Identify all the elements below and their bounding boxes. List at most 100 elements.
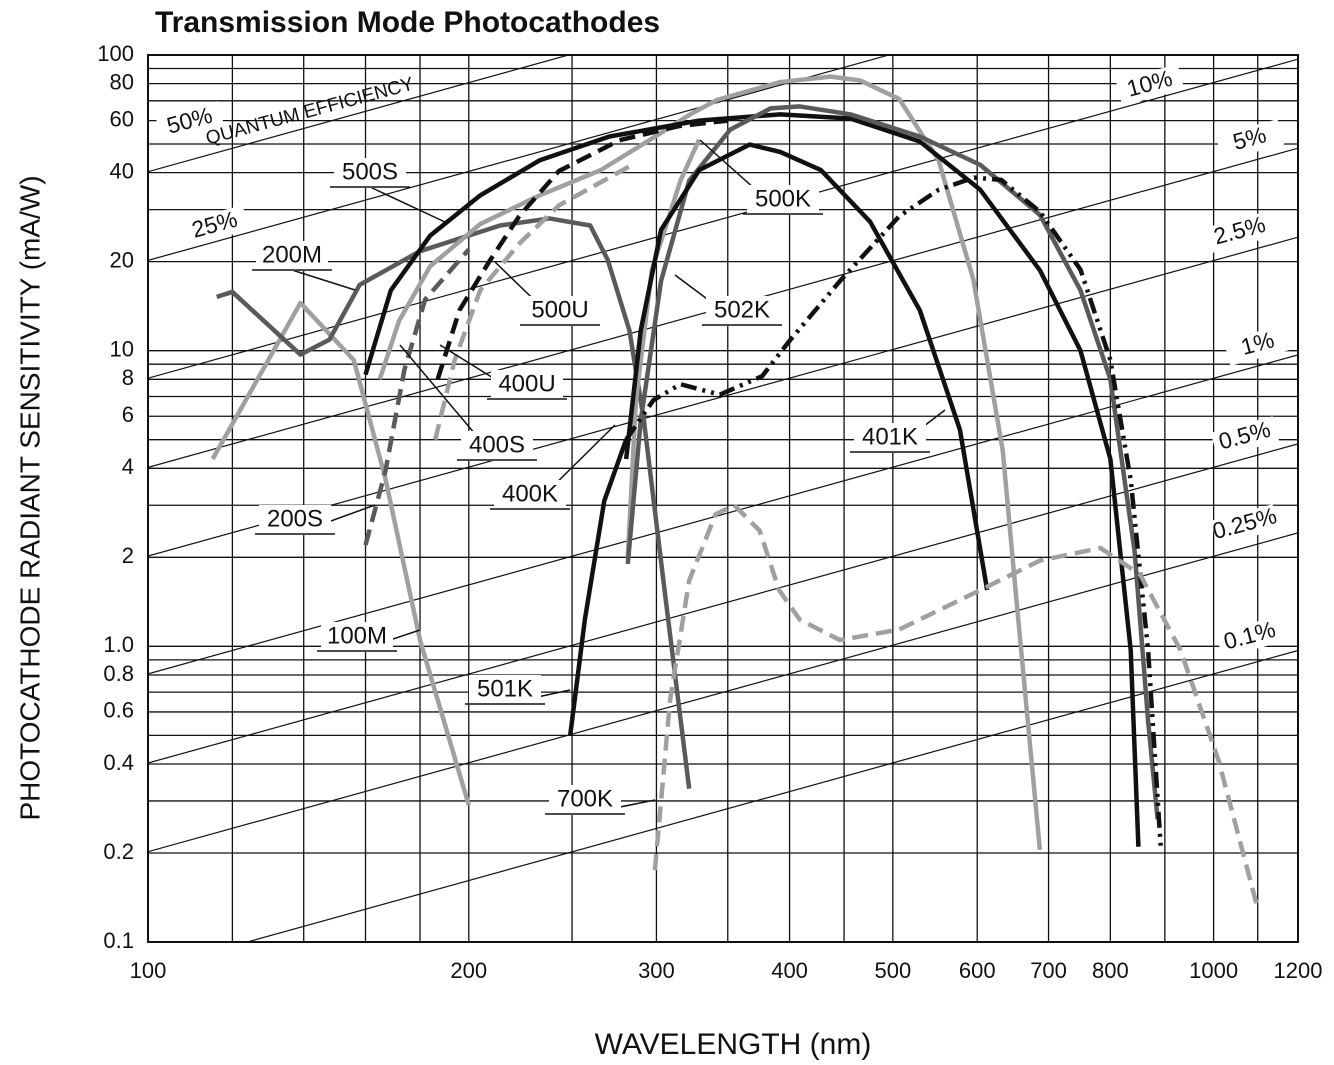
y-tick-label: 10 xyxy=(110,336,134,361)
label-box xyxy=(747,185,819,215)
qe-line xyxy=(148,443,1298,764)
series-line xyxy=(623,142,990,591)
curve-label-text: 501K xyxy=(477,675,533,702)
curve-label: 400S xyxy=(399,344,537,461)
curve-label: 500K xyxy=(699,139,823,215)
curve-label: 400K xyxy=(490,424,616,510)
x-tick-label: 1000 xyxy=(1189,958,1238,983)
qe-label-text: 10% xyxy=(1124,65,1175,102)
label-box xyxy=(321,622,393,652)
qe-label: 0.1% xyxy=(1215,616,1285,658)
label-box xyxy=(461,431,533,461)
series-line xyxy=(216,216,692,789)
qe-line xyxy=(148,532,1298,853)
qe-label-box xyxy=(1223,324,1293,366)
label-arrow xyxy=(369,186,446,223)
y-tick-label: 80 xyxy=(110,69,134,94)
y-tick-label: 8 xyxy=(122,365,134,390)
x-tick-label: 500 xyxy=(874,958,911,983)
qe-label: 0.25% xyxy=(1210,502,1280,546)
curve-label: 100M xyxy=(317,622,421,652)
series-line xyxy=(377,74,1043,851)
label-box xyxy=(524,296,596,326)
annotation: QUANTUM EFFICIENCY xyxy=(204,74,417,150)
label-arrow xyxy=(291,269,356,291)
series-line xyxy=(435,118,729,380)
y-tick-label: 40 xyxy=(110,158,134,183)
curve-label-text: 200S xyxy=(267,505,323,532)
qe-line xyxy=(148,354,1298,675)
y-axis-label: PHOTOCATHODE RADIANT SENSITIVITY (mA/W) xyxy=(14,175,45,820)
x-tick-label: 600 xyxy=(959,958,996,983)
curve-label-text: 502K xyxy=(714,296,770,323)
y-tick-label: 20 xyxy=(110,247,134,272)
label-box xyxy=(334,158,406,188)
x-tick-label: 700 xyxy=(1030,958,1067,983)
label-box xyxy=(706,296,778,326)
qe-line xyxy=(148,236,1298,557)
qe-label-box xyxy=(1205,211,1275,253)
label-box xyxy=(256,241,328,271)
plot-frame xyxy=(147,54,1299,943)
y-tick-label: 2 xyxy=(122,543,134,568)
curve-label: 400U xyxy=(439,344,567,400)
label-box xyxy=(494,480,566,510)
curve-label: 500S xyxy=(330,158,446,223)
qe-label-box xyxy=(180,205,250,247)
series-line xyxy=(567,438,629,736)
qe-label: 5% xyxy=(1215,119,1285,161)
x-tick-label: 100 xyxy=(130,958,167,983)
x-tick-label: 400 xyxy=(771,958,808,983)
qe-label-box xyxy=(1210,416,1280,458)
curve-label: 500U xyxy=(494,261,600,326)
x-axis-label: WAVELENGTH (nm) xyxy=(595,1028,872,1061)
series-line xyxy=(363,112,1141,847)
y-tick-label: 0.4 xyxy=(103,750,134,775)
qe-line xyxy=(148,55,571,173)
qe-label: 1% xyxy=(1223,324,1293,366)
y-tick-label: 1.0 xyxy=(103,632,134,657)
qe-label-box xyxy=(1115,64,1185,106)
series-line xyxy=(652,503,1260,906)
curve-label: 401K xyxy=(850,409,946,453)
curve-label-text: 500K xyxy=(755,185,811,212)
curve-label-text: 500U xyxy=(531,296,588,323)
qe-label-box xyxy=(1215,616,1285,658)
curve-label-text: 400U xyxy=(498,370,555,397)
curve-label-text: 400K xyxy=(502,480,558,507)
label-box xyxy=(549,785,621,815)
curve-label: 200S xyxy=(255,504,376,535)
x-tick-label: 800 xyxy=(1092,958,1129,983)
curve-label-text: 401K xyxy=(862,423,918,450)
y-tick-label: 100 xyxy=(97,41,134,66)
y-tick-label: 0.2 xyxy=(103,839,134,864)
label-box xyxy=(491,370,563,400)
curve-label-text: 400S xyxy=(469,431,525,458)
curve-label: 502K xyxy=(674,274,782,326)
series-line xyxy=(210,300,471,806)
curve-label-text: 100M xyxy=(327,622,387,649)
y-tick-label: 0.1 xyxy=(103,928,134,953)
y-tick-label: 0.6 xyxy=(103,698,134,723)
series-line xyxy=(625,104,1160,820)
series-line xyxy=(363,247,471,546)
qe-label-box xyxy=(155,101,225,143)
x-tick-label: 200 xyxy=(450,958,487,983)
y-tick-label: 60 xyxy=(110,106,134,131)
curve-label: 700K xyxy=(545,785,656,815)
y-tick-label: 4 xyxy=(122,454,134,479)
chart-title: Transmission Mode Photocathodes xyxy=(155,6,660,39)
label-box xyxy=(469,675,541,705)
curve-label-text: 200M xyxy=(262,241,322,268)
x-tick-label: 300 xyxy=(638,958,675,983)
plot-area xyxy=(148,55,1298,942)
qe-label-box xyxy=(1210,504,1280,546)
qe-label-box xyxy=(1215,119,1285,161)
qe-line xyxy=(245,649,1298,942)
curve-label-text: 500S xyxy=(342,158,398,185)
qe-line xyxy=(148,55,891,261)
curve-label: 200M xyxy=(252,241,356,291)
label-box xyxy=(854,423,926,453)
series-line xyxy=(624,175,1163,847)
